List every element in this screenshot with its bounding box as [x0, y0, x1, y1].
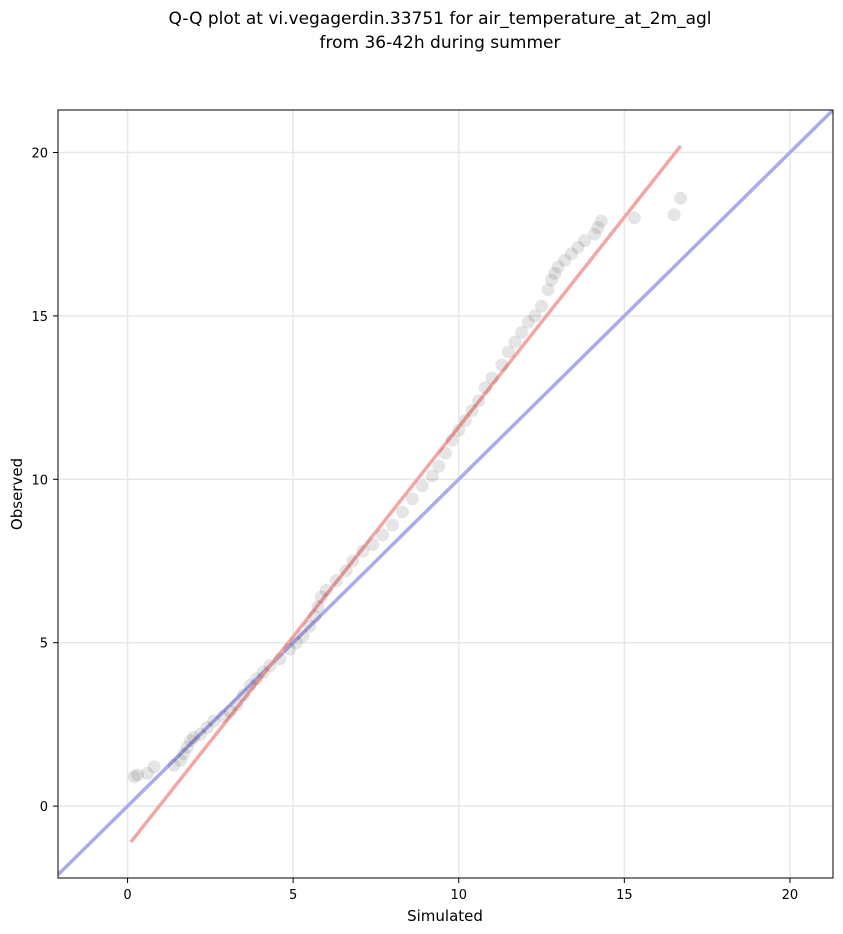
data-point — [495, 358, 509, 372]
data-point — [183, 734, 197, 748]
plot-frame — [57, 109, 834, 879]
data-point — [303, 619, 317, 633]
data-point — [263, 659, 277, 673]
data-point — [548, 266, 562, 280]
data-point — [501, 345, 515, 359]
data-point — [311, 600, 325, 614]
x-tick-label: 20 — [782, 888, 799, 903]
chart-title-line-1: Q-Q plot at vi.vegagerdin.33751 for air_… — [168, 9, 711, 29]
data-point — [458, 413, 472, 427]
data-point — [147, 760, 161, 774]
data-point — [289, 636, 303, 650]
data-point — [667, 208, 681, 222]
data-point — [415, 479, 429, 493]
data-point — [528, 309, 542, 323]
data-point — [515, 325, 529, 339]
reference-lines — [58, 110, 833, 876]
data-point — [674, 191, 688, 205]
data-points — [127, 191, 688, 784]
x-tick-label: 5 — [289, 888, 297, 903]
data-point — [273, 652, 287, 666]
y-tick-label: 5 — [40, 637, 48, 652]
x-tick-label: 15 — [616, 888, 633, 903]
data-point — [308, 610, 322, 624]
data-point — [535, 299, 549, 313]
data-point — [508, 335, 522, 349]
data-point — [478, 381, 492, 395]
data-point — [314, 590, 328, 604]
data-point — [256, 665, 270, 679]
data-point — [432, 459, 446, 473]
data-point — [564, 247, 578, 261]
data-point — [551, 260, 565, 274]
data-point — [217, 709, 231, 723]
x-tick-label: 10 — [450, 888, 467, 903]
data-point — [386, 518, 400, 532]
y-tick-label: 10 — [31, 473, 48, 488]
fit-line — [129, 144, 683, 844]
data-point — [452, 423, 466, 437]
data-point — [127, 770, 141, 784]
axis-ticks: 0 5 10 15 20 0 5 10 15 20 — [31, 146, 798, 903]
y-axis-label: Observed — [8, 458, 26, 530]
data-point — [591, 221, 605, 235]
data-point — [594, 214, 608, 228]
data-point — [296, 629, 310, 643]
data-point — [356, 544, 370, 558]
data-point — [405, 492, 419, 506]
data-point — [578, 234, 592, 248]
data-point — [223, 704, 237, 718]
data-point — [283, 642, 297, 656]
data-point — [130, 768, 144, 782]
data-point — [366, 538, 380, 552]
data-point — [207, 714, 221, 728]
y-tick-label: 20 — [31, 146, 48, 161]
data-point — [465, 404, 479, 418]
data-point — [140, 766, 154, 780]
data-point — [544, 273, 558, 287]
data-point — [339, 564, 353, 578]
y-tick-label: 15 — [31, 310, 48, 325]
data-point — [167, 758, 181, 772]
data-point — [193, 727, 207, 741]
data-point — [541, 283, 555, 297]
grid-lines — [58, 110, 833, 878]
data-point — [174, 753, 188, 767]
data-point — [521, 315, 535, 329]
data-point — [180, 740, 194, 754]
data-point — [346, 554, 360, 568]
data-point — [187, 730, 201, 744]
data-point — [236, 688, 250, 702]
x-tick-label: 0 — [123, 888, 131, 903]
data-point — [395, 505, 409, 519]
data-point — [329, 574, 343, 588]
data-point — [445, 433, 459, 447]
x-axis-label: Simulated — [407, 907, 483, 925]
data-point — [627, 211, 641, 225]
data-point — [439, 446, 452, 460]
data-point — [571, 240, 585, 254]
data-point — [230, 698, 244, 712]
y-tick-label: 0 — [40, 800, 48, 815]
data-point — [485, 371, 499, 385]
data-point — [588, 227, 602, 241]
data-point — [472, 394, 486, 408]
data-point — [319, 583, 333, 597]
data-point — [177, 747, 191, 761]
data-point — [250, 672, 264, 686]
data-point — [376, 528, 390, 542]
chart-title-line-2: from 36-42h during summer — [320, 33, 561, 53]
data-point — [243, 678, 257, 692]
data-point — [200, 721, 214, 735]
data-point — [558, 253, 572, 267]
identity-line — [58, 110, 833, 876]
data-point — [425, 469, 439, 483]
